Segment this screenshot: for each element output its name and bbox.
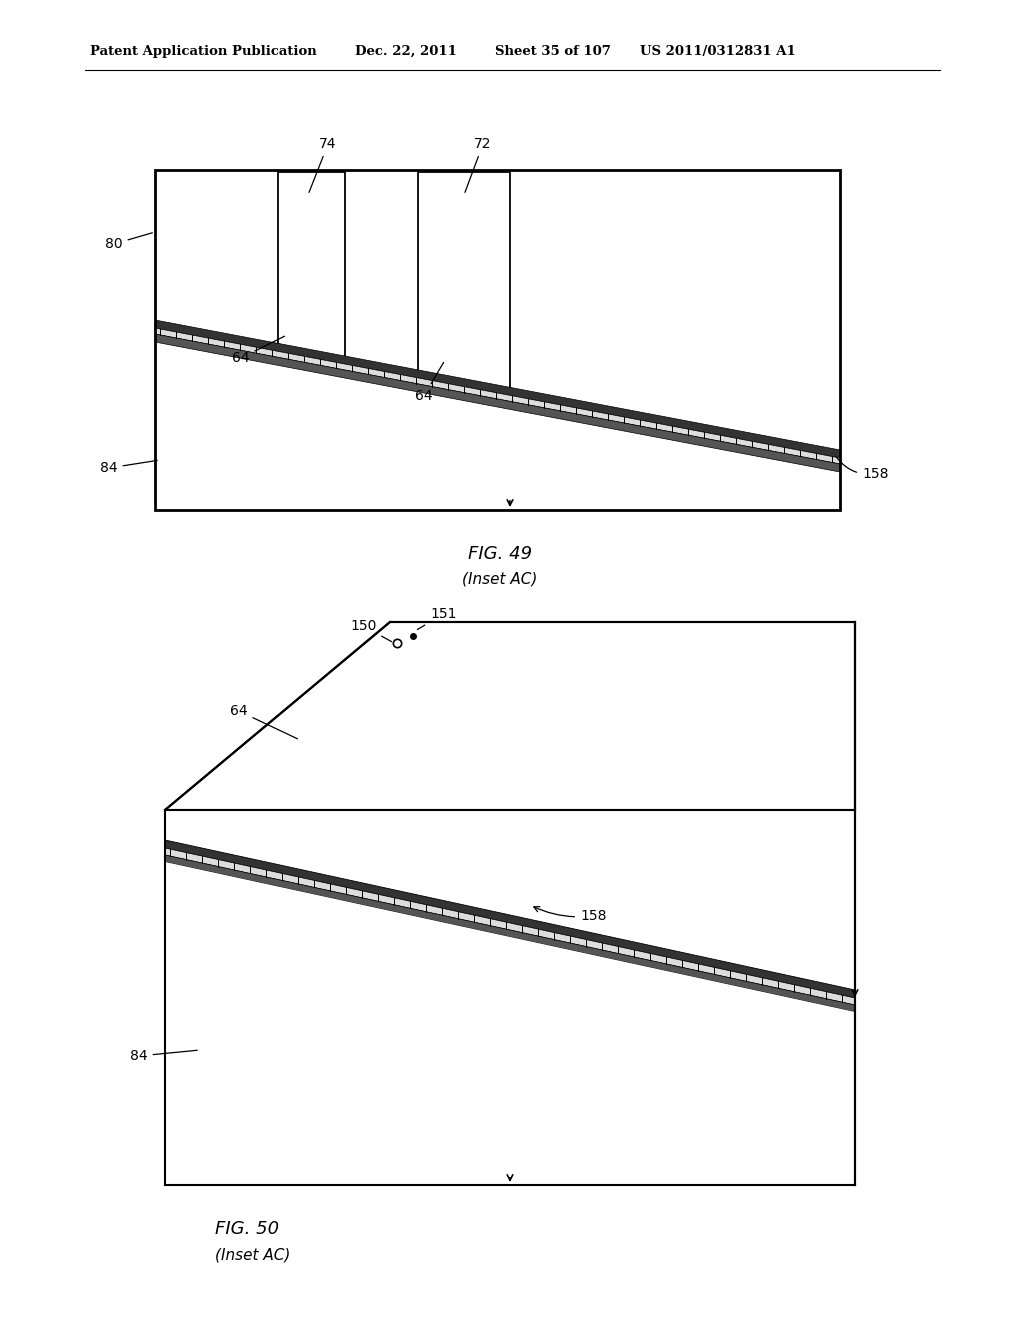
Text: 64: 64 <box>232 337 285 366</box>
Polygon shape <box>155 345 840 510</box>
Polygon shape <box>278 172 345 359</box>
Text: 150: 150 <box>350 619 391 642</box>
Polygon shape <box>165 840 855 998</box>
Text: 72: 72 <box>465 137 492 193</box>
Polygon shape <box>418 172 510 391</box>
Text: 84: 84 <box>130 1049 198 1063</box>
Text: 80: 80 <box>105 232 153 251</box>
Text: (Inset AC): (Inset AC) <box>462 572 538 587</box>
Text: FIG. 49: FIG. 49 <box>468 545 532 564</box>
Polygon shape <box>165 622 855 810</box>
Polygon shape <box>165 847 855 1005</box>
Text: Patent Application Publication: Patent Application Publication <box>90 45 316 58</box>
Text: US 2011/0312831 A1: US 2011/0312831 A1 <box>640 45 796 58</box>
Polygon shape <box>155 170 840 450</box>
Text: 158: 158 <box>837 457 889 480</box>
Polygon shape <box>155 319 840 458</box>
Text: 158: 158 <box>534 907 606 923</box>
Polygon shape <box>165 855 855 1012</box>
Polygon shape <box>165 862 855 1185</box>
Text: 84: 84 <box>100 461 158 475</box>
Text: FIG. 50: FIG. 50 <box>215 1220 280 1238</box>
Text: 151: 151 <box>418 607 457 630</box>
Polygon shape <box>155 327 840 465</box>
Text: (Inset AC): (Inset AC) <box>215 1247 291 1263</box>
Text: 64: 64 <box>415 363 443 403</box>
Text: Sheet 35 of 107: Sheet 35 of 107 <box>495 45 611 58</box>
Text: Dec. 22, 2011: Dec. 22, 2011 <box>355 45 457 58</box>
Text: 74: 74 <box>309 137 337 193</box>
Polygon shape <box>155 334 840 473</box>
Polygon shape <box>165 810 855 990</box>
Text: 64: 64 <box>230 704 298 739</box>
